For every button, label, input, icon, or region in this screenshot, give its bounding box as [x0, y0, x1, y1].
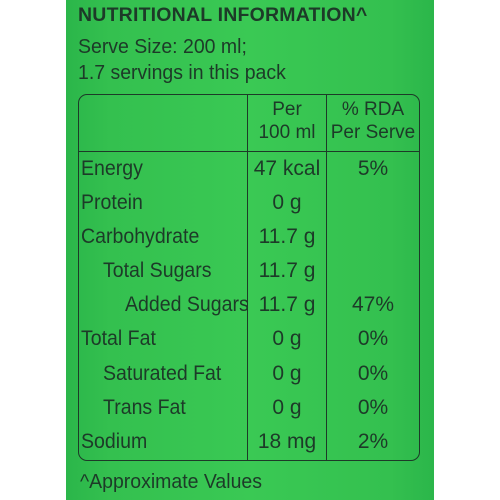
row-label-protein: Protein — [81, 191, 143, 214]
row-label-total-sugars: Total Sugars — [103, 259, 212, 282]
row-value-total-fat: 0 g — [272, 327, 302, 350]
row-label-energy: Energy — [81, 157, 143, 180]
header-per-serve: Per Serve — [330, 122, 416, 143]
row-value-trans-fat: 0 g — [272, 396, 302, 419]
row-label-sodium: Sodium — [81, 430, 148, 453]
row-rda-total-fat: 0% — [357, 327, 389, 350]
row-rda-added-sugars: 47% — [351, 293, 395, 316]
row-value-energy: 47 kcal — [253, 157, 321, 180]
column-divider-1 — [247, 95, 248, 460]
footnote: ^Approximate Values — [80, 470, 262, 493]
column-divider-2 — [326, 95, 327, 460]
header-divider — [79, 151, 419, 152]
row-value-total-sugars: 11.7 g — [258, 259, 316, 282]
servings-per-pack: 1.7 servings in this pack — [78, 61, 286, 84]
header-per: Per — [272, 99, 302, 120]
row-rda-trans-fat: 0% — [357, 396, 389, 419]
row-rda-energy: 5% — [357, 157, 389, 180]
serve-size: Serve Size: 200 ml; — [78, 35, 247, 58]
row-label-carbohydrate: Carbohydrate — [81, 225, 200, 248]
nutrition-table: Per 100 ml % RDA Per Serve Energy 47 kca… — [78, 94, 420, 461]
row-value-added-sugars: 11.7 g — [258, 293, 316, 316]
row-value-carbohydrate: 11.7 g — [258, 225, 316, 248]
row-label-trans-fat: Trans Fat — [103, 396, 186, 419]
row-rda-saturated-fat: 0% — [357, 362, 389, 385]
row-value-protein: 0 g — [272, 191, 302, 214]
row-value-saturated-fat: 0 g — [272, 362, 302, 385]
row-value-sodium: 18 mg — [257, 430, 317, 453]
header-rda: % RDA — [341, 99, 405, 120]
header-100ml: 100 ml — [258, 122, 316, 143]
row-rda-sodium: 2% — [357, 430, 389, 453]
row-label-saturated-fat: Saturated Fat — [103, 362, 222, 385]
row-label-total-fat: Total Fat — [81, 327, 156, 350]
row-label-added-sugars: Added Sugars — [125, 293, 249, 316]
nutrition-title: NUTRITIONAL INFORMATION^ — [78, 4, 368, 26]
label-background — [66, 0, 434, 500]
